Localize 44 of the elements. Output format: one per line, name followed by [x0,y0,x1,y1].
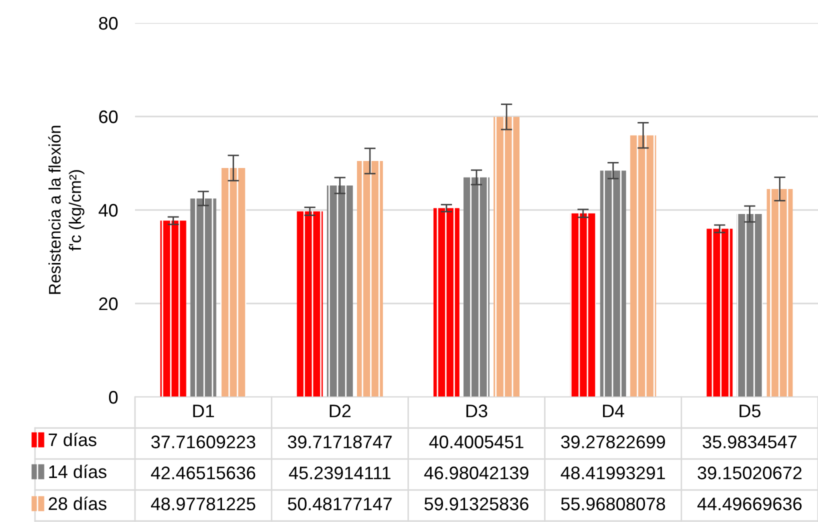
x-tick-label: D4 [603,404,624,418]
data-label: 40.4005451 [429,436,524,448]
x-tick-label: D2 [330,404,351,418]
data-label: 59.91325836 [424,498,528,510]
legend-label: 28 días [48,496,106,510]
legend-label: 7 días [48,432,96,446]
data-label: 44.49669636 [697,498,802,510]
y-tick-label: 80 [99,16,118,30]
bar [326,186,353,397]
data-label: 35.9834547 [702,436,796,448]
y-axis-title: Resistencia a la flexión f'c (kg/cm²) [48,126,84,294]
bar [570,213,596,397]
bar [356,161,383,397]
y-tick-label: 20 [99,297,118,310]
x-tick-label: D1 [193,404,214,418]
bar [600,170,626,397]
bar [433,208,460,397]
data-label: 45.23914111 [288,466,390,480]
data-label: 42.46515636 [151,466,256,480]
data-label: 39.27822699 [561,436,665,448]
data-label: 55.96808078 [561,498,666,510]
data-label: 39.15020672 [698,466,802,480]
bar [736,214,763,397]
y-tick-label: 40 [98,204,118,217]
bar [296,211,323,397]
bar [766,188,793,397]
y-tick-label: 60 [99,110,118,124]
data-label: 39.71718747 [288,436,392,448]
bar [494,116,520,397]
bar [190,198,216,397]
data-label: 48.97781225 [151,498,256,510]
bar [706,228,733,397]
data-label: 37.71609223 [151,436,256,448]
x-tick-label: D5 [740,404,760,418]
bar [220,168,246,397]
bar [160,220,186,397]
x-tick-label: D3 [466,404,488,418]
data-label: 50.48177147 [288,498,392,510]
legend-label: 14 días [49,464,106,478]
data-label: 48.41993291 [560,466,665,480]
y-tick-label: 0 [109,390,118,404]
bar [464,177,490,397]
bar [630,135,656,397]
data-label: 46.98042139 [424,466,528,480]
